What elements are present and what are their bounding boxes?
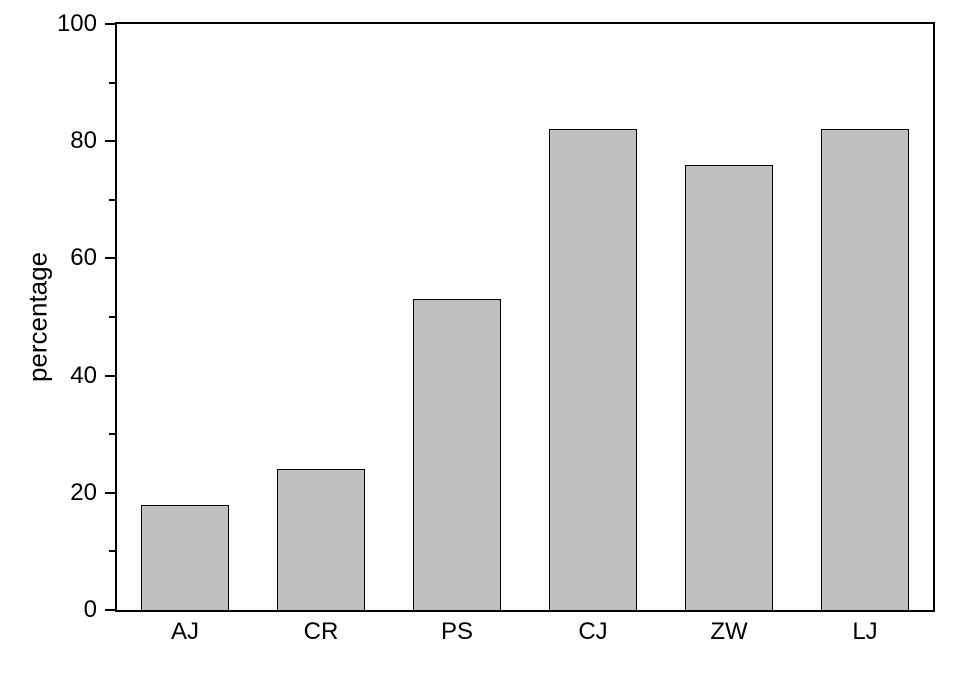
bar-CJ xyxy=(549,129,636,610)
y-tick-label: 40 xyxy=(0,362,97,390)
y-tick xyxy=(105,257,115,259)
plot-area xyxy=(115,22,935,612)
y-minor-tick xyxy=(109,550,115,552)
x-tick-label-ZW: ZW xyxy=(710,618,747,646)
y-tick-label: 20 xyxy=(0,479,97,507)
y-tick-label: 80 xyxy=(0,127,97,155)
y-minor-tick xyxy=(109,433,115,435)
y-minor-tick xyxy=(109,316,115,318)
percentage-bar-chart: percentage 020406080100AJCRPSCJZWLJ xyxy=(0,0,966,678)
y-tick-label: 100 xyxy=(0,10,97,38)
y-tick xyxy=(105,23,115,25)
y-tick xyxy=(105,140,115,142)
y-tick xyxy=(105,609,115,611)
bar-ZW xyxy=(685,165,772,610)
bar-CR xyxy=(277,469,364,610)
y-tick xyxy=(105,492,115,494)
x-tick-label-PS: PS xyxy=(441,618,473,646)
y-tick-label: 60 xyxy=(0,244,97,272)
x-tick-label-AJ: AJ xyxy=(171,618,199,646)
y-tick xyxy=(105,375,115,377)
y-minor-tick xyxy=(109,82,115,84)
x-tick-label-LJ: LJ xyxy=(852,618,877,646)
x-tick-label-CR: CR xyxy=(304,618,339,646)
y-minor-tick xyxy=(109,199,115,201)
x-tick-label-CJ: CJ xyxy=(578,618,607,646)
bar-AJ xyxy=(141,505,228,610)
bar-LJ xyxy=(821,129,908,610)
bar-PS xyxy=(413,299,500,610)
y-tick-label: 0 xyxy=(0,596,97,624)
